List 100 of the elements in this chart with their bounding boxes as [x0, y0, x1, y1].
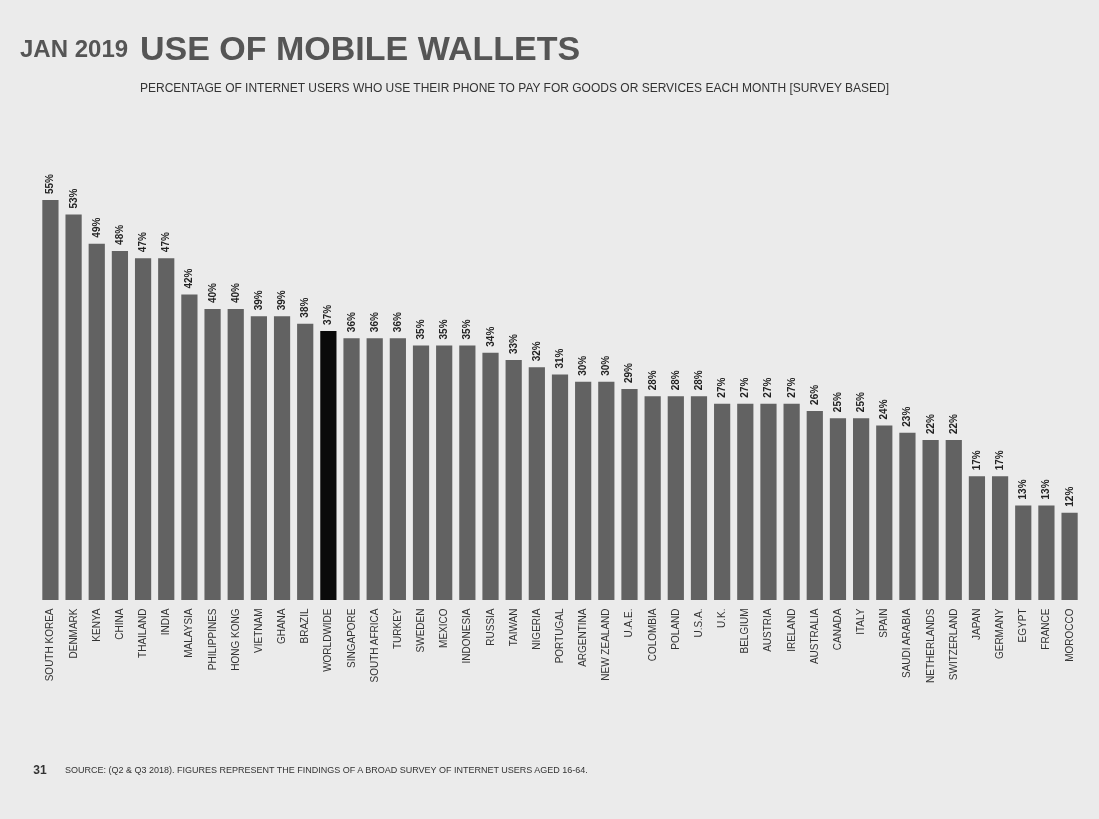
text: 31 [33, 763, 47, 777]
data-label: 27% [716, 377, 728, 398]
x-tick-label: PORTUGAL [554, 608, 565, 664]
x-tick-label: FRANCE [1040, 608, 1052, 650]
x-tick-label: CHINA [113, 608, 125, 640]
x-tick-label: INDONESIA [461, 608, 473, 664]
chart-subtitle: PERCENTAGE OF INTERNET USERS WHO USE THEIR PHONE TO PAY FOR GOODS OR SERVICES EACH MONTH [SURVEY BASED] [140, 81, 890, 95]
x-tick-label: ARGENTINA [577, 608, 589, 667]
text: JAN 2019 [20, 35, 129, 62]
bar [806, 410, 823, 600]
bar [991, 476, 1009, 600]
x-tick-label: SPAIN [878, 608, 890, 638]
bar [876, 425, 893, 600]
x-tick-label: NEW ZEALAND [600, 608, 612, 681]
bar [528, 367, 545, 600]
data-label: 35% [415, 319, 427, 340]
data-label: 30% [600, 355, 612, 376]
x-tick-label: JAPAN [970, 608, 982, 640]
data-label: 29% [623, 362, 635, 384]
bar [204, 309, 221, 600]
bar [783, 403, 800, 600]
x-tick-label: NIGERIA [530, 608, 542, 650]
x-tick-label: COLOMBIA [646, 608, 658, 662]
bar [111, 250, 129, 600]
bar [297, 323, 314, 600]
data-label: 39% [276, 290, 288, 311]
bar [227, 309, 244, 600]
bar [181, 294, 198, 600]
data-label: 28% [692, 370, 704, 391]
data-label: 27% [762, 377, 774, 398]
x-tick-label: MALAYSIA [183, 608, 195, 658]
x-tick-label: AUSTRIA [762, 608, 774, 652]
data-label: 48% [113, 224, 125, 245]
data-label: 40% [229, 282, 241, 304]
bar [158, 258, 175, 600]
bar [575, 381, 592, 600]
data-label: 34% [484, 326, 496, 347]
x-tick-label: SOUTH AFRICA [368, 608, 380, 683]
bar [436, 345, 453, 600]
x-tick-label: TURKEY [391, 608, 403, 650]
bar [760, 403, 777, 600]
data-label: 36% [345, 312, 357, 333]
data-label: 32% [530, 341, 542, 362]
bar [505, 360, 522, 600]
x-tick-label: PHILIPPINES [206, 608, 218, 671]
data-label: 22% [924, 413, 936, 434]
bar [621, 389, 638, 600]
data-label: 38% [299, 297, 311, 318]
data-label: 28% [646, 370, 658, 391]
data-label: 31% [554, 348, 565, 369]
x-tick-label: KENYA [90, 608, 102, 642]
data-label: 23% [901, 406, 913, 427]
x-tick-label: GHANA [276, 608, 288, 645]
bar [945, 440, 962, 600]
data-label: 22% [947, 413, 959, 434]
x-tick-label: GERMANY [994, 608, 1006, 660]
x-tick-label: SAUDI ARABIA [901, 608, 913, 678]
x-tick-label: CANADA [831, 608, 843, 651]
x-tick-label: RUSSIA [484, 608, 496, 646]
data-label: 24% [878, 399, 890, 420]
x-tick-label: SWITZERLAND [947, 608, 959, 681]
chart-title: USE OF MOBILE WALLETS [140, 29, 581, 67]
x-tick-label: VIETNAM [252, 608, 264, 653]
data-label: 27% [785, 377, 797, 398]
data-label: 33% [507, 333, 519, 354]
bar [250, 316, 267, 600]
x-tick-label: EGYPT [1017, 608, 1029, 643]
data-label: 13% [1017, 479, 1029, 500]
data-label: 35% [438, 319, 450, 340]
x-tick-label: AUSTRALIA [808, 608, 820, 665]
x-tick-label: BRAZIL [299, 608, 311, 644]
bar [1061, 512, 1078, 600]
data-label: 39% [252, 290, 264, 311]
x-tick-label: NETHERLANDS [924, 608, 936, 683]
data-label: 53% [67, 188, 79, 209]
bar [853, 418, 870, 600]
bar [714, 403, 731, 600]
bar [389, 338, 406, 600]
bar [42, 200, 59, 600]
bar [737, 403, 754, 600]
data-label: 40% [206, 282, 218, 304]
bar [551, 374, 569, 600]
x-tick-label: MOROCCO [1063, 608, 1075, 662]
x-tick-label: SOUTH KOREA [44, 608, 56, 682]
bar [968, 476, 986, 600]
bar [459, 345, 476, 600]
data-label: 25% [855, 392, 867, 413]
data-label: 36% [368, 312, 380, 333]
x-tick-label: DENMARK [67, 608, 79, 659]
bar [366, 338, 383, 600]
data-label: 13% [1040, 479, 1052, 500]
data-label: 17% [970, 450, 982, 471]
x-tick-label: INDIA [160, 608, 172, 636]
bar [482, 352, 499, 600]
x-tick-label: BELGIUM [739, 608, 751, 654]
x-tick-label: IRELAND [785, 608, 797, 652]
x-tick-label: U.A.E. [623, 608, 635, 638]
data-label: 37% [322, 304, 334, 325]
data-label: 49% [90, 217, 102, 238]
bar [412, 345, 430, 600]
